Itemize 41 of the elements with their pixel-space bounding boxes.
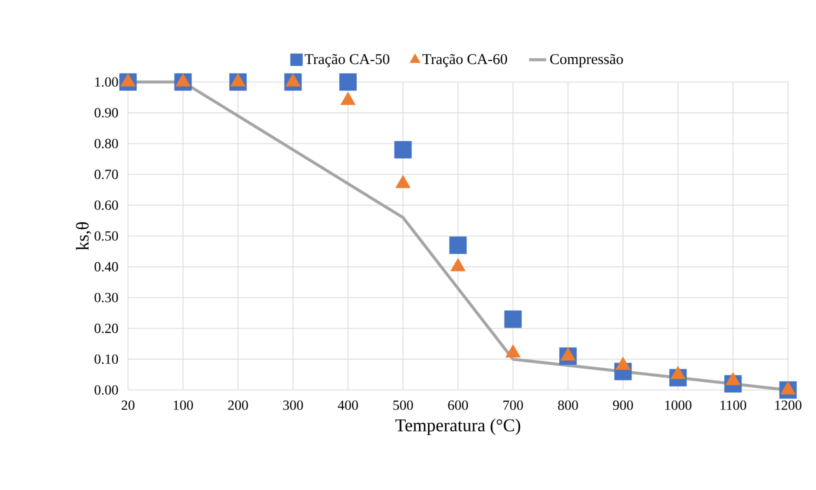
- x-tick-label: 400: [338, 400, 358, 410]
- point: [505, 344, 521, 358]
- x-tick-label: 700: [503, 400, 523, 410]
- x-tick-label: 600: [448, 400, 468, 410]
- y-tick-label: 0.50: [94, 231, 118, 241]
- legend-label: Tração CA-50: [304, 54, 390, 68]
- x-tick-label: 1000: [665, 400, 692, 410]
- point: [725, 372, 741, 386]
- y-tick-label: 0.70: [94, 170, 118, 180]
- x-tick-label: 100: [174, 400, 193, 410]
- point: [395, 174, 411, 188]
- point: [450, 258, 466, 272]
- x-tick-label: 300: [283, 400, 303, 410]
- point: [560, 347, 576, 361]
- point: [615, 356, 631, 370]
- point: [339, 73, 357, 91]
- point: [449, 236, 467, 254]
- x-tick-label: 500: [393, 400, 413, 410]
- x-tick-label: 1100: [720, 400, 746, 410]
- y-tick-label: 0.00: [94, 385, 118, 395]
- legend-label: Tração CA-60: [422, 54, 508, 68]
- point: [780, 381, 796, 394]
- legend-label: Compressão: [550, 54, 623, 68]
- x-tick-label: 800: [558, 400, 578, 410]
- y-tick-label: 1.00: [95, 77, 118, 87]
- x-tick-label: 900: [613, 400, 633, 410]
- x-tick-label: 1200: [775, 400, 802, 410]
- x-tick-label: 20: [122, 400, 134, 410]
- y-tick-label: 0.20: [94, 324, 118, 334]
- x-axis-title: Temperatura (°C): [395, 418, 520, 436]
- x-tick-label: 200: [228, 400, 248, 410]
- y-tick-label: 0.80: [94, 138, 118, 148]
- point: [670, 366, 686, 380]
- y-tick-label: 0.90: [94, 108, 118, 118]
- y-tick-label: 0.10: [94, 354, 118, 364]
- y-tick-label: 0.40: [94, 262, 118, 272]
- y-tick-label: 0.30: [94, 292, 118, 302]
- y-axis-title: ks,θ: [76, 222, 92, 250]
- y-tick-label: 0.60: [94, 200, 118, 210]
- point: [394, 141, 412, 158]
- point: [504, 310, 522, 328]
